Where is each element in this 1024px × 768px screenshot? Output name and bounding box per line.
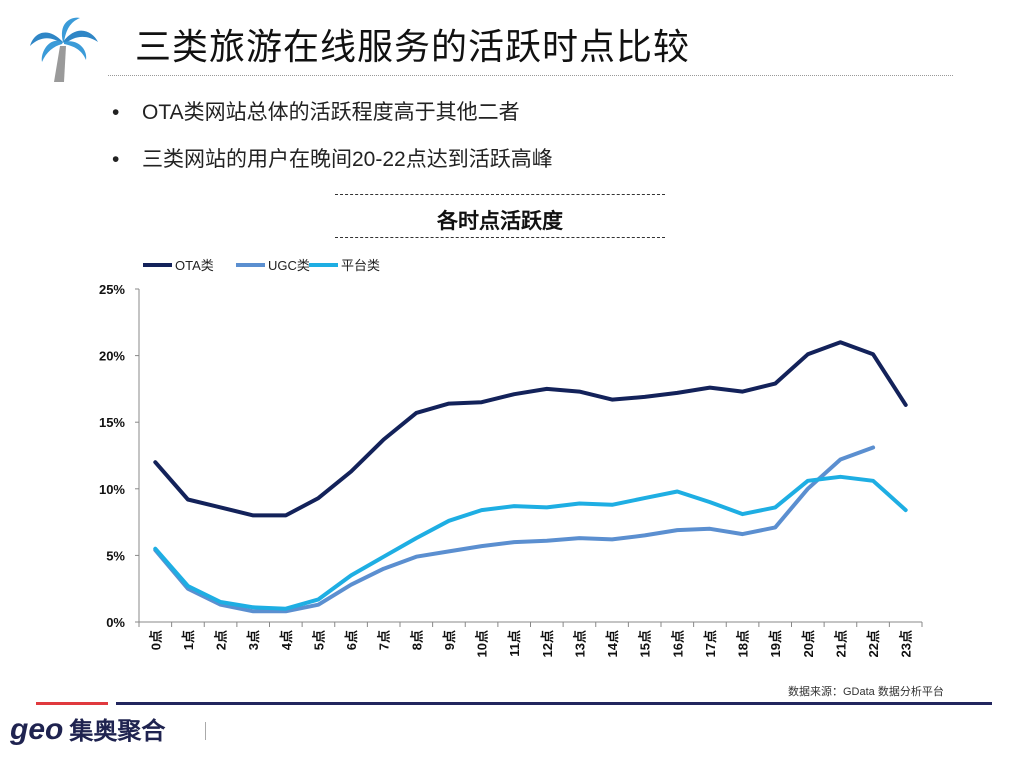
- bullet-marker: •: [112, 148, 120, 171]
- series-line-2: [153, 474, 908, 611]
- footer-accent-red: [36, 702, 108, 705]
- x-tick-label: 23点: [899, 630, 914, 657]
- x-tick-label: 7点: [377, 630, 392, 650]
- x-tick-label: 1点: [181, 630, 196, 650]
- x-tick-label: 5点: [311, 630, 326, 650]
- y-tick-label: 0%: [106, 615, 125, 630]
- footer-separator: [205, 722, 206, 740]
- palm-tree-icon: [30, 17, 98, 82]
- brand-logo-chinese: 集奥聚合: [69, 718, 166, 745]
- bullet-text: OTA类网站总体的活跃程度高于其他二者: [142, 101, 520, 124]
- x-tick-label: 12点: [540, 630, 555, 657]
- series-line-1: [153, 445, 876, 614]
- x-tick-label: 9点: [442, 630, 457, 650]
- bullet-1: • OTA类网站总体的活跃程度高于其他二者: [112, 96, 520, 126]
- y-tick-label: 15%: [99, 415, 125, 430]
- page-title: 三类旅游在线服务的活跃时点比较: [135, 26, 691, 67]
- bullet-text: 三类网站的用户在晚间20-22点达到活跃高峰: [142, 148, 553, 171]
- line-chart: 0% 5% 10% 15% 20% 25% 0点 1点 2点 3点 4点 5点 6点 7点 8点 9点 10点 1…: [99, 258, 923, 657]
- chart-title-rule-top: [335, 194, 665, 195]
- x-tick-label: 19点: [768, 630, 783, 657]
- series-line-0: [153, 340, 908, 518]
- bullet-marker: •: [112, 101, 120, 124]
- x-tick-label: 20点: [801, 630, 816, 657]
- legend-label: OTA类: [175, 258, 214, 273]
- x-tick-label: 8点: [409, 630, 424, 650]
- x-tick-label: 3点: [246, 630, 261, 650]
- x-tick-label: 0点: [148, 630, 163, 650]
- x-tick-label: 17点: [703, 630, 718, 657]
- data-source: 数据来源：GData 数据分析平台: [788, 686, 944, 698]
- chart-title: 各时点活跃度: [437, 210, 563, 233]
- y-tick-label: 20%: [99, 349, 125, 364]
- legend-label: UGC类: [268, 258, 310, 273]
- x-tick-label: 6点: [344, 630, 359, 650]
- title-divider: [108, 75, 953, 76]
- brand-logo: geo 集奥聚合: [10, 712, 165, 750]
- y-tick-label: 10%: [99, 482, 125, 497]
- x-tick-label: 16点: [670, 630, 685, 657]
- footer-accent-navy: [116, 702, 992, 705]
- brand-logo-latin: geo: [10, 713, 64, 746]
- y-tick-label: 25%: [99, 282, 125, 297]
- x-tick-label: 10点: [475, 630, 490, 657]
- legend-label: 平台类: [341, 258, 380, 273]
- bullet-2: • 三类网站的用户在晚间20-22点达到活跃高峰: [112, 143, 553, 173]
- x-tick-label: 13点: [572, 630, 587, 657]
- chart-title-rule-bottom: [335, 237, 665, 238]
- x-tick-label: 14点: [605, 630, 620, 657]
- x-tick-label: 18点: [736, 630, 751, 657]
- x-tick-label: 11点: [507, 630, 522, 657]
- x-tick-label: 2点: [214, 630, 229, 650]
- x-tick-label: 15点: [638, 630, 653, 657]
- y-tick-label: 5%: [106, 548, 125, 563]
- x-tick-label: 22点: [866, 630, 881, 657]
- x-tick-label: 4点: [279, 630, 294, 650]
- x-tick-label: 21点: [833, 630, 848, 657]
